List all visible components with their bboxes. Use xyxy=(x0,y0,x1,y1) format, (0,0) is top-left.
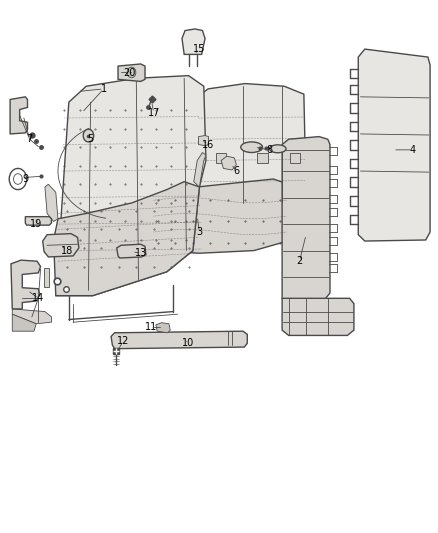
Text: 5: 5 xyxy=(88,134,94,144)
Text: 2: 2 xyxy=(297,256,303,266)
Text: 7: 7 xyxy=(27,134,33,144)
Polygon shape xyxy=(197,84,306,206)
Text: 19: 19 xyxy=(30,219,42,229)
Polygon shape xyxy=(221,156,237,170)
Text: 16: 16 xyxy=(202,140,214,150)
Polygon shape xyxy=(290,152,300,163)
Polygon shape xyxy=(282,136,330,303)
Polygon shape xyxy=(282,298,354,335)
Polygon shape xyxy=(147,179,291,253)
Polygon shape xyxy=(358,49,430,241)
Ellipse shape xyxy=(241,142,262,152)
Polygon shape xyxy=(198,135,208,146)
Text: 3: 3 xyxy=(196,227,202,237)
Text: 6: 6 xyxy=(233,166,240,176)
Text: 10: 10 xyxy=(182,338,194,349)
Polygon shape xyxy=(10,97,28,134)
Text: 4: 4 xyxy=(410,145,416,155)
Text: 15: 15 xyxy=(193,44,205,54)
Text: 8: 8 xyxy=(266,145,272,155)
Polygon shape xyxy=(182,29,205,54)
Polygon shape xyxy=(216,152,226,163)
Polygon shape xyxy=(45,184,58,221)
Polygon shape xyxy=(12,314,36,331)
Text: 14: 14 xyxy=(32,293,45,303)
Polygon shape xyxy=(25,216,51,225)
Polygon shape xyxy=(118,64,145,82)
Text: 11: 11 xyxy=(145,322,158,333)
Text: 13: 13 xyxy=(134,248,147,259)
Polygon shape xyxy=(156,322,170,333)
Polygon shape xyxy=(257,152,268,163)
Text: 17: 17 xyxy=(148,108,160,118)
Polygon shape xyxy=(43,233,79,257)
Circle shape xyxy=(83,129,94,142)
Text: 1: 1 xyxy=(101,84,107,94)
Text: 9: 9 xyxy=(22,174,28,184)
Polygon shape xyxy=(111,331,247,349)
Polygon shape xyxy=(117,244,146,258)
Text: 20: 20 xyxy=(124,68,136,78)
Text: 18: 18 xyxy=(60,246,73,256)
Polygon shape xyxy=(53,182,199,296)
Polygon shape xyxy=(44,268,49,287)
Ellipse shape xyxy=(269,145,286,153)
Polygon shape xyxy=(12,309,51,324)
Polygon shape xyxy=(11,260,41,309)
Text: 12: 12 xyxy=(117,336,130,346)
Polygon shape xyxy=(56,76,206,296)
Circle shape xyxy=(127,67,136,78)
Polygon shape xyxy=(194,152,206,187)
